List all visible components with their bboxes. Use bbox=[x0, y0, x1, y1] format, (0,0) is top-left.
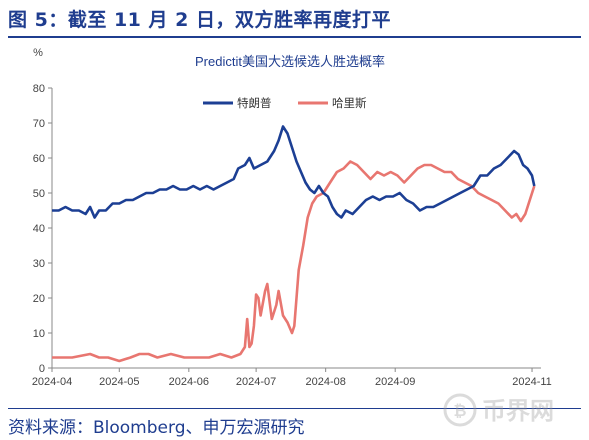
line-chart: Predictit美国大选候选人胜选概率 % 特朗普 哈里斯 0 10 20 30 40… bbox=[32, 47, 552, 387]
y-tick-label: 0 bbox=[39, 363, 45, 375]
y-tick-label: 80 bbox=[33, 83, 45, 95]
watermark-coin-glyph: ₿ bbox=[453, 402, 466, 420]
y-tick-label: 30 bbox=[33, 258, 45, 270]
x-tick-label: 2024-04 bbox=[32, 376, 72, 387]
x-tick-label: 2024-08 bbox=[305, 376, 345, 387]
source-note: 资料来源：Bloomberg、申万宏源研究 bbox=[8, 418, 305, 438]
axes: 0 10 20 30 40 50 60 70 80 2024-04 2024-05 2024-06 20… bbox=[32, 83, 552, 387]
y-tick-label: 70 bbox=[33, 118, 45, 130]
y-tick-label: 60 bbox=[33, 153, 45, 165]
legend-label-harris: 哈里斯 bbox=[332, 97, 367, 110]
watermark-coin-icon bbox=[443, 393, 477, 427]
y-tick-label: 10 bbox=[33, 328, 45, 340]
y-tick-label: 40 bbox=[33, 223, 45, 235]
y-tick-label: 50 bbox=[33, 188, 45, 200]
legend-label-trump: 特朗普 bbox=[237, 96, 272, 110]
watermark-text: 币界网 bbox=[482, 397, 554, 425]
series-line-harris bbox=[52, 160, 536, 363]
y-tick-label: 20 bbox=[33, 293, 45, 305]
x-tick-label: 2024-05 bbox=[99, 376, 139, 387]
x-tick-label: 2024-06 bbox=[169, 376, 209, 387]
x-tick-label: 2024-07 bbox=[236, 376, 276, 387]
bottom-rule bbox=[8, 408, 581, 409]
series-line-trump bbox=[52, 125, 536, 219]
legend: 特朗普 哈里斯 bbox=[203, 96, 367, 110]
title-rule bbox=[8, 36, 581, 38]
figure-title: 图 5：截至 11 月 2 日，双方胜率再度打平 bbox=[8, 9, 391, 31]
chart-title: Predictit美国大选候选人胜选概率 bbox=[195, 54, 385, 69]
watermark-logo: ₿ 币界网 bbox=[443, 393, 554, 427]
x-tick-label: 2024-11 bbox=[512, 376, 552, 387]
y-axis-unit: % bbox=[33, 47, 43, 59]
series-lines bbox=[52, 125, 536, 363]
x-tick-label: 2024-09 bbox=[375, 376, 415, 387]
